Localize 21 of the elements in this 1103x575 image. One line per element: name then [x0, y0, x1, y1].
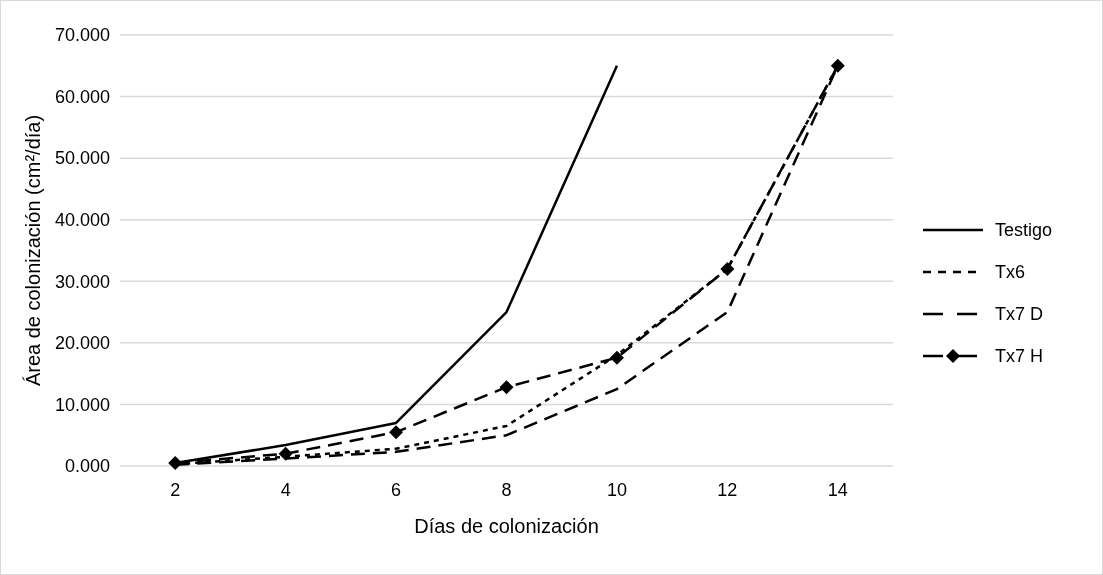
- x-tick-label: 12: [717, 480, 738, 500]
- legend-label: Tx7 D: [995, 304, 1044, 325]
- x-tick-label: 14: [827, 480, 848, 500]
- x-tick-label: 10: [606, 480, 627, 500]
- x-tick-label: 8: [501, 480, 512, 500]
- legend-label: Tx7 H: [995, 346, 1044, 367]
- y-axis-title: Área de colonización (cm²/día): [22, 114, 44, 387]
- x-tick-label: 2: [170, 480, 181, 500]
- legend-label: Tx6: [995, 262, 1026, 283]
- y-tick-label: 30.000: [54, 271, 110, 292]
- y-tick-label: 0.000: [64, 456, 110, 477]
- y-tick-label: 70.000: [54, 25, 110, 46]
- y-tick-label: 50.000: [54, 148, 110, 169]
- y-tick-label: 20.000: [54, 333, 110, 354]
- y-tick-label: 40.000: [54, 210, 110, 231]
- y-tick-label: 60.000: [54, 86, 110, 107]
- x-axis-title: Días de colonización: [414, 515, 599, 537]
- x-tick-label: 6: [391, 480, 402, 500]
- x-tick-label: 4: [280, 480, 291, 500]
- y-tick-label: 10.000: [54, 394, 110, 415]
- legend-label: Testigo: [995, 220, 1053, 241]
